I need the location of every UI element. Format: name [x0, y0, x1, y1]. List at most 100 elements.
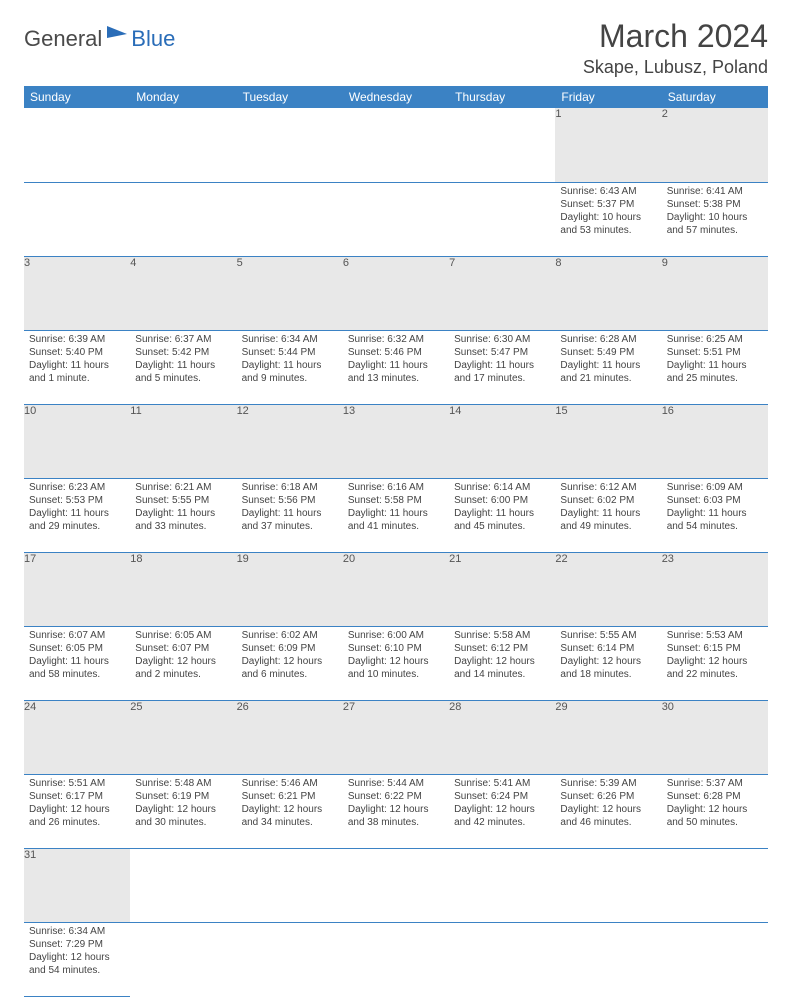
sunrise-text: Sunrise: 6:09 AM — [667, 481, 763, 494]
day-content: Sunrise: 6:12 AMSunset: 6:02 PMDaylight:… — [555, 478, 661, 552]
daylight-text: Daylight: 11 hours and 13 minutes. — [348, 359, 444, 385]
empty-daynum — [555, 848, 661, 922]
daylight-text: Daylight: 11 hours and 17 minutes. — [454, 359, 550, 385]
sunset-text: Sunset: 5:40 PM — [29, 346, 125, 359]
day-number: 15 — [555, 404, 661, 478]
empty-cell — [24, 182, 130, 256]
day-cell: Sunrise: 6:07 AMSunset: 6:05 PMDaylight:… — [24, 627, 130, 685]
week-row: Sunrise: 6:34 AMSunset: 7:29 PMDaylight:… — [24, 922, 768, 996]
day-number: 25 — [130, 700, 236, 774]
day-content: Sunrise: 6:02 AMSunset: 6:09 PMDaylight:… — [237, 626, 343, 700]
day-cell: Sunrise: 6:25 AMSunset: 5:51 PMDaylight:… — [662, 331, 768, 389]
day-number: 18 — [130, 552, 236, 626]
day-number: 19 — [237, 552, 343, 626]
daylight-text: Daylight: 11 hours and 41 minutes. — [348, 507, 444, 533]
sunset-text: Sunset: 6:02 PM — [560, 494, 656, 507]
day-number: 30 — [662, 700, 768, 774]
day-cell: Sunrise: 6:12 AMSunset: 6:02 PMDaylight:… — [555, 479, 661, 537]
day-content: Sunrise: 5:48 AMSunset: 6:19 PMDaylight:… — [130, 774, 236, 848]
empty-daynum — [343, 848, 449, 922]
day-cell: Sunrise: 5:37 AMSunset: 6:28 PMDaylight:… — [662, 775, 768, 833]
day-content: Sunrise: 6:32 AMSunset: 5:46 PMDaylight:… — [343, 330, 449, 404]
sunrise-text: Sunrise: 6:28 AM — [560, 333, 656, 346]
sunset-text: Sunset: 6:21 PM — [242, 790, 338, 803]
sunrise-text: Sunrise: 5:55 AM — [560, 629, 656, 642]
daylight-text: Daylight: 11 hours and 37 minutes. — [242, 507, 338, 533]
empty-cell — [237, 182, 343, 256]
sunset-text: Sunset: 6:17 PM — [29, 790, 125, 803]
empty-cell — [449, 182, 555, 256]
weekday-header: Friday — [555, 86, 661, 108]
sunrise-text: Sunrise: 6:41 AM — [667, 185, 763, 198]
day-cell: Sunrise: 6:37 AMSunset: 5:42 PMDaylight:… — [130, 331, 236, 389]
day-cell: Sunrise: 6:21 AMSunset: 5:55 PMDaylight:… — [130, 479, 236, 537]
day-cell: Sunrise: 5:53 AMSunset: 6:15 PMDaylight:… — [662, 627, 768, 685]
empty-cell — [449, 922, 555, 996]
sunrise-text: Sunrise: 6:43 AM — [560, 185, 656, 198]
day-content: Sunrise: 5:51 AMSunset: 6:17 PMDaylight:… — [24, 774, 130, 848]
logo-flag-icon — [107, 24, 129, 45]
empty-daynum — [237, 848, 343, 922]
weekday-header: Monday — [130, 86, 236, 108]
daylight-text: Daylight: 11 hours and 1 minute. — [29, 359, 125, 385]
empty-daynum — [449, 108, 555, 182]
sunset-text: Sunset: 6:24 PM — [454, 790, 550, 803]
location: Skape, Lubusz, Poland — [583, 57, 768, 78]
day-cell: Sunrise: 5:44 AMSunset: 6:22 PMDaylight:… — [343, 775, 449, 833]
empty-daynum — [130, 108, 236, 182]
day-number: 14 — [449, 404, 555, 478]
sunrise-text: Sunrise: 6:02 AM — [242, 629, 338, 642]
sunset-text: Sunset: 7:29 PM — [29, 938, 125, 951]
day-number: 27 — [343, 700, 449, 774]
day-number: 1 — [555, 108, 661, 182]
sunrise-text: Sunrise: 6:07 AM — [29, 629, 125, 642]
sunset-text: Sunset: 5:42 PM — [135, 346, 231, 359]
day-content: Sunrise: 5:44 AMSunset: 6:22 PMDaylight:… — [343, 774, 449, 848]
sunrise-text: Sunrise: 6:14 AM — [454, 481, 550, 494]
sunset-text: Sunset: 6:00 PM — [454, 494, 550, 507]
weekday-header: Saturday — [662, 86, 768, 108]
daylight-text: Daylight: 12 hours and 34 minutes. — [242, 803, 338, 829]
daylight-text: Daylight: 12 hours and 18 minutes. — [560, 655, 656, 681]
day-cell: Sunrise: 5:51 AMSunset: 6:17 PMDaylight:… — [24, 775, 130, 833]
sunset-text: Sunset: 6:09 PM — [242, 642, 338, 655]
sunset-text: Sunset: 6:10 PM — [348, 642, 444, 655]
sunset-text: Sunset: 6:14 PM — [560, 642, 656, 655]
logo: General Blue — [24, 24, 175, 53]
day-number: 4 — [130, 256, 236, 330]
day-cell: Sunrise: 5:39 AMSunset: 6:26 PMDaylight:… — [555, 775, 661, 833]
empty-daynum — [343, 108, 449, 182]
empty-daynum — [130, 848, 236, 922]
weekday-header: Wednesday — [343, 86, 449, 108]
day-cell: Sunrise: 6:32 AMSunset: 5:46 PMDaylight:… — [343, 331, 449, 389]
weekday-header-row: SundayMondayTuesdayWednesdayThursdayFrid… — [24, 86, 768, 108]
day-number: 28 — [449, 700, 555, 774]
empty-cell — [343, 922, 449, 996]
day-cell: Sunrise: 6:34 AMSunset: 7:29 PMDaylight:… — [24, 923, 130, 981]
day-cell: Sunrise: 6:14 AMSunset: 6:00 PMDaylight:… — [449, 479, 555, 537]
sunrise-text: Sunrise: 6:34 AM — [242, 333, 338, 346]
day-content: Sunrise: 5:39 AMSunset: 6:26 PMDaylight:… — [555, 774, 661, 848]
week-row: Sunrise: 6:43 AMSunset: 5:37 PMDaylight:… — [24, 182, 768, 256]
daylight-text: Daylight: 11 hours and 5 minutes. — [135, 359, 231, 385]
sunrise-text: Sunrise: 6:34 AM — [29, 925, 125, 938]
sunset-text: Sunset: 5:38 PM — [667, 198, 763, 211]
week-row: Sunrise: 6:39 AMSunset: 5:40 PMDaylight:… — [24, 330, 768, 404]
day-number: 17 — [24, 552, 130, 626]
empty-cell — [130, 182, 236, 256]
sunrise-text: Sunrise: 6:39 AM — [29, 333, 125, 346]
sunrise-text: Sunrise: 6:25 AM — [667, 333, 763, 346]
day-cell: Sunrise: 6:00 AMSunset: 6:10 PMDaylight:… — [343, 627, 449, 685]
day-cell: Sunrise: 6:09 AMSunset: 6:03 PMDaylight:… — [662, 479, 768, 537]
day-content: Sunrise: 6:14 AMSunset: 6:00 PMDaylight:… — [449, 478, 555, 552]
day-content: Sunrise: 6:39 AMSunset: 5:40 PMDaylight:… — [24, 330, 130, 404]
logo-text-blue: Blue — [131, 26, 175, 52]
daynum-row: 10111213141516 — [24, 404, 768, 478]
daylight-text: Daylight: 12 hours and 26 minutes. — [29, 803, 125, 829]
daylight-text: Daylight: 11 hours and 58 minutes. — [29, 655, 125, 681]
sunset-text: Sunset: 5:47 PM — [454, 346, 550, 359]
day-content: Sunrise: 6:23 AMSunset: 5:53 PMDaylight:… — [24, 478, 130, 552]
day-cell: Sunrise: 6:05 AMSunset: 6:07 PMDaylight:… — [130, 627, 236, 685]
sunset-text: Sunset: 5:37 PM — [560, 198, 656, 211]
day-cell: Sunrise: 6:34 AMSunset: 5:44 PMDaylight:… — [237, 331, 343, 389]
